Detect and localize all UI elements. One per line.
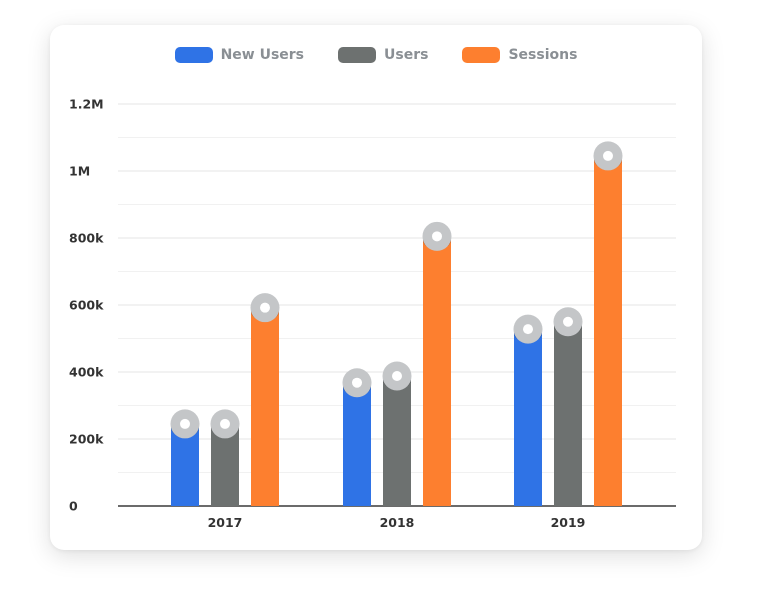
x-tick-label: 2019 bbox=[551, 515, 586, 530]
marker-center bbox=[220, 418, 230, 429]
bars bbox=[170, 141, 623, 507]
legend-item-new-users[interactable]: New Users bbox=[174, 47, 305, 63]
x-tick-label: 2017 bbox=[208, 515, 243, 530]
bar-sessions-2018[interactable] bbox=[423, 236, 451, 506]
x-tick-label: 2018 bbox=[380, 515, 415, 530]
legend-item-sessions[interactable]: Sessions bbox=[462, 47, 577, 63]
bar-users-2019[interactable] bbox=[554, 321, 582, 506]
bar-users-2018[interactable] bbox=[383, 376, 411, 506]
legend-swatch-sessions bbox=[462, 47, 501, 63]
legend-label: New Users bbox=[220, 47, 305, 63]
legend-swatch-users bbox=[338, 47, 377, 63]
bar-sessions-2019[interactable] bbox=[594, 155, 622, 507]
legend-label: Users bbox=[384, 47, 429, 63]
y-tick-label: 200k bbox=[69, 432, 104, 447]
chart-card: New Users Users Sessions bbox=[50, 25, 702, 550]
legend-swatch-new-users bbox=[174, 47, 213, 63]
legend: New Users Users Sessions bbox=[50, 47, 702, 63]
marker-center bbox=[392, 371, 402, 382]
marker-center bbox=[603, 150, 613, 161]
bar-sessions-2017[interactable] bbox=[251, 307, 279, 506]
marker-center bbox=[523, 324, 533, 335]
legend-item-users[interactable]: Users bbox=[338, 47, 428, 63]
y-tick-label: 600k bbox=[69, 298, 104, 313]
marker-center bbox=[563, 316, 573, 327]
bar-new-users-2019[interactable] bbox=[514, 329, 542, 506]
bar-new-users-2018[interactable] bbox=[343, 382, 371, 506]
y-tick-label: 1.2M bbox=[69, 97, 104, 112]
y-tick-label: 1M bbox=[69, 164, 90, 179]
x-axis: 2017 2018 2019 bbox=[208, 515, 586, 530]
marker-center bbox=[352, 377, 362, 388]
y-tick-label: 800k bbox=[69, 231, 104, 246]
marker-center bbox=[432, 231, 442, 242]
legend-label: Sessions bbox=[508, 47, 578, 63]
marker-center bbox=[180, 418, 190, 429]
marker-center bbox=[260, 302, 270, 313]
y-tick-label: 400k bbox=[69, 365, 104, 380]
y-tick-label: 0 bbox=[69, 499, 78, 514]
